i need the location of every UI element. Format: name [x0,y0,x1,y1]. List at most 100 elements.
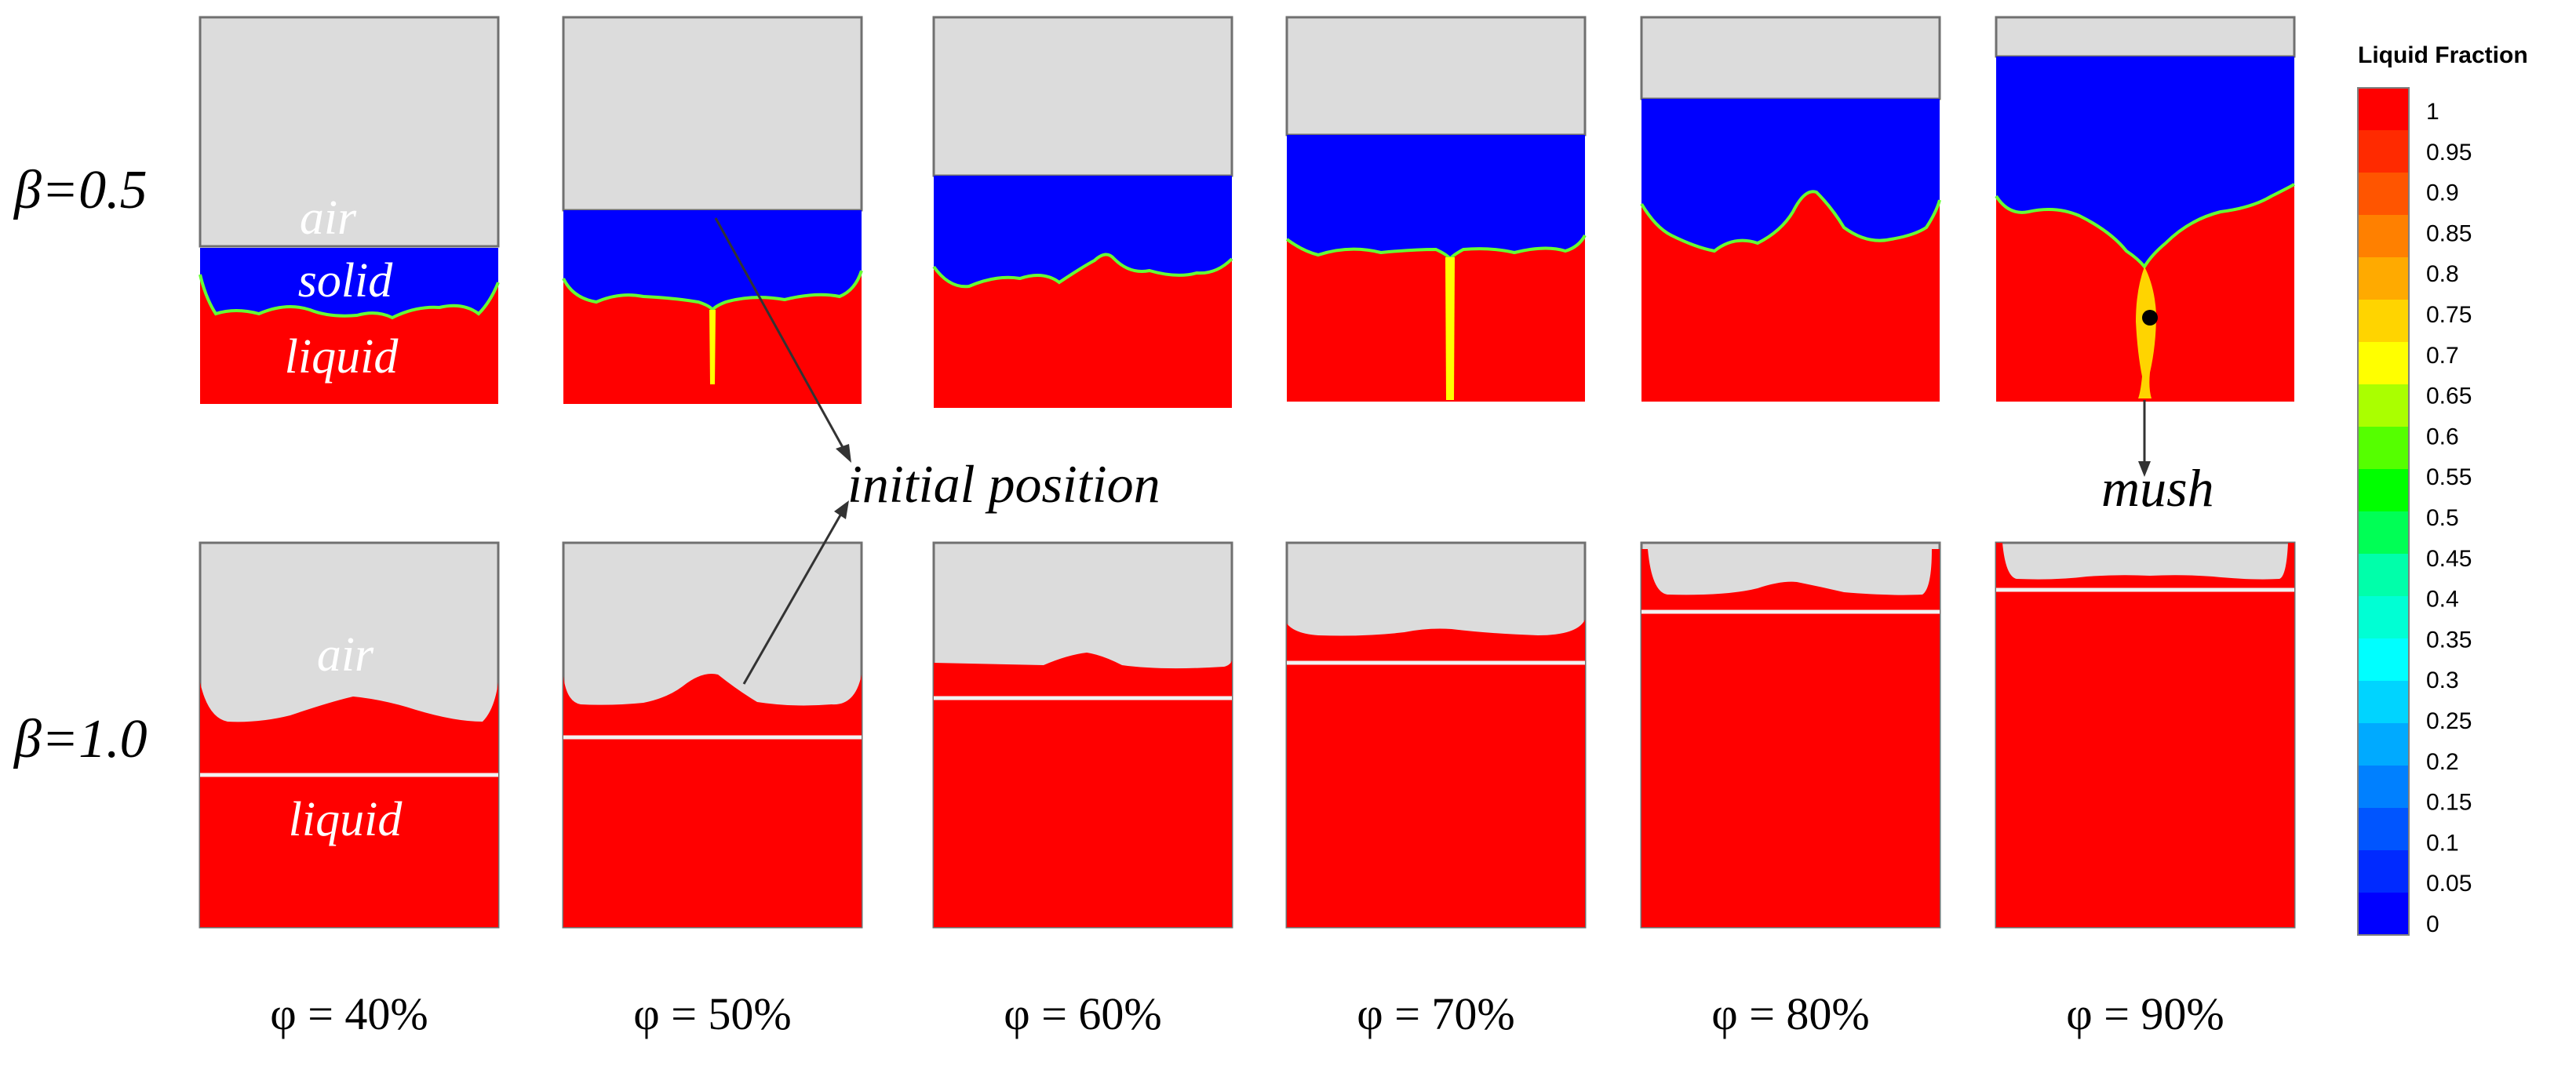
solid-region [1287,135,1585,268]
mush-edge [1640,190,1941,253]
colorbar-segment [2358,723,2409,766]
colorbar-tick-label: 0.75 [2426,302,2472,328]
colorbar-segment [2358,681,2409,724]
colorbar-tick-label: 0.3 [2426,667,2459,693]
air-region [199,16,500,248]
panel-beta10-phi60 [932,541,1233,929]
colorbar-tick-label: 0.4 [2426,587,2459,613]
panel-beta10-phi90 [1995,541,2296,929]
air-region [1640,16,1941,100]
colorbar-tick-label: 0.35 [2426,627,2472,653]
annotation-initial-position: initial position [714,217,1160,685]
row-label-beta-0-5: β=0.5 [13,160,148,220]
mush-zone [2136,267,2156,398]
colorbar-tick-label: 0.25 [2426,708,2472,734]
air-region [562,16,863,212]
mush-marker [2142,310,2158,326]
arrow-head-down [836,444,851,463]
panel-beta05-phi70 [1285,16,1587,402]
colorbar-tick-label: 0.5 [2426,505,2459,531]
liquid-region [1287,235,1585,402]
arrow-line-down [714,217,845,449]
colorbar-title: Liquid Fraction [2358,42,2528,68]
arrow-head-up [834,500,849,519]
panel-beta10-phi40: air liquid [199,541,500,929]
column-label-phi-90: φ = 90% [2066,988,2224,1039]
colorbar-segment [2358,469,2409,512]
colorbar-tick-label: 0 [2426,911,2439,937]
colorbar-segment [2358,554,2409,597]
colorbar-scale [2358,88,2409,936]
liquid-region [563,674,862,927]
mush-channel [709,310,716,384]
colorbar-segment [2358,173,2409,216]
colorbar-tick-label: 0.45 [2426,546,2472,572]
panel-beta10-phi80 [1640,541,1941,929]
row-label-beta-1-0: β=1.0 [13,709,148,769]
liquid-region [1996,543,2294,927]
colorbar-segment [2358,88,2409,131]
region-label-liquid: liquid [289,793,403,846]
column-label-phi-50: φ = 50% [633,988,792,1039]
panel-beta05-phi60 [932,16,1233,408]
arrow-head [2138,461,2151,477]
liquid-region [1287,620,1585,927]
liquid-region [200,275,498,404]
colorbar-segment [2358,638,2409,682]
colorbar-segment [2358,384,2409,427]
region-label-solid: solid [298,254,394,307]
column-label-phi-80: φ = 80% [1711,988,1870,1039]
colorbar-segment [2358,596,2409,639]
arrow-line-up [742,513,843,685]
mush-channel [1445,257,1455,400]
colorbar-tick-label: 0.55 [2426,464,2472,490]
liquid-region [934,653,1232,927]
colorbar-tick-label: 0.8 [2426,261,2459,287]
colorbar-tick-label: 0.95 [2426,140,2472,166]
mush-label: mush [2101,458,2214,518]
column-label-phi-70: φ = 70% [1357,988,1515,1039]
colorbar-legend: Liquid Fraction 1 0.95 0.9 0.85 0.8 0.75 0.7 0.… [2357,42,2528,937]
mush-edge [199,274,500,320]
colorbar-segment [2358,893,2409,936]
colorbar-frame [2357,87,2410,936]
mush-edge [1995,183,2295,270]
annotation-mush: mush [2101,400,2214,518]
colorbar-segment [2358,766,2409,809]
colorbar-tick-label: 0.15 [2426,790,2472,816]
colorbar-tick-label: 0.6 [2426,424,2459,449]
colorbar-tick-label: 0.2 [2426,749,2459,775]
colorbar-tick-label: 0.05 [2426,871,2472,897]
colorbar-segment [2358,342,2409,385]
liquid-region [200,682,498,927]
panel-beta05-phi90 [1995,16,2296,402]
colorbar-segment [2358,300,2409,343]
panel-beta05-phi80 [1640,16,1941,402]
colorbar-segment [2358,808,2409,851]
mush-edge [932,253,1233,289]
colorbar-segment [2358,130,2409,173]
panel-beta05-phi50 [562,16,863,404]
column-label-phi-60: φ = 60% [1004,988,1162,1039]
air-region [1995,16,2296,58]
panel-beta05-phi40: air solid liquid [199,16,500,404]
colorbar-segment [2358,850,2409,893]
mush-edge [562,270,863,313]
liquid-region [1641,191,1940,402]
panel-beta10-phi50 [562,541,863,929]
region-label-liquid: liquid [285,330,399,384]
air-region [932,16,1233,177]
panel-beta10-phi70 [1285,541,1587,929]
colorbar-segment [2358,257,2409,300]
region-label-air: air [300,191,357,245]
colorbar-segment [2358,511,2409,555]
liquid-region [934,254,1232,408]
colorbar-tick-label: 0.65 [2426,384,2472,409]
colorbar-segment [2358,215,2409,258]
colorbar-tick-label: 0.1 [2426,830,2459,856]
colorbar-tick-label: 0.7 [2426,343,2459,369]
initial-position-label: initial position [847,454,1160,514]
colorbar-tick-label: 0.85 [2426,220,2472,246]
colorbar-tick-label: 0.9 [2426,180,2459,206]
